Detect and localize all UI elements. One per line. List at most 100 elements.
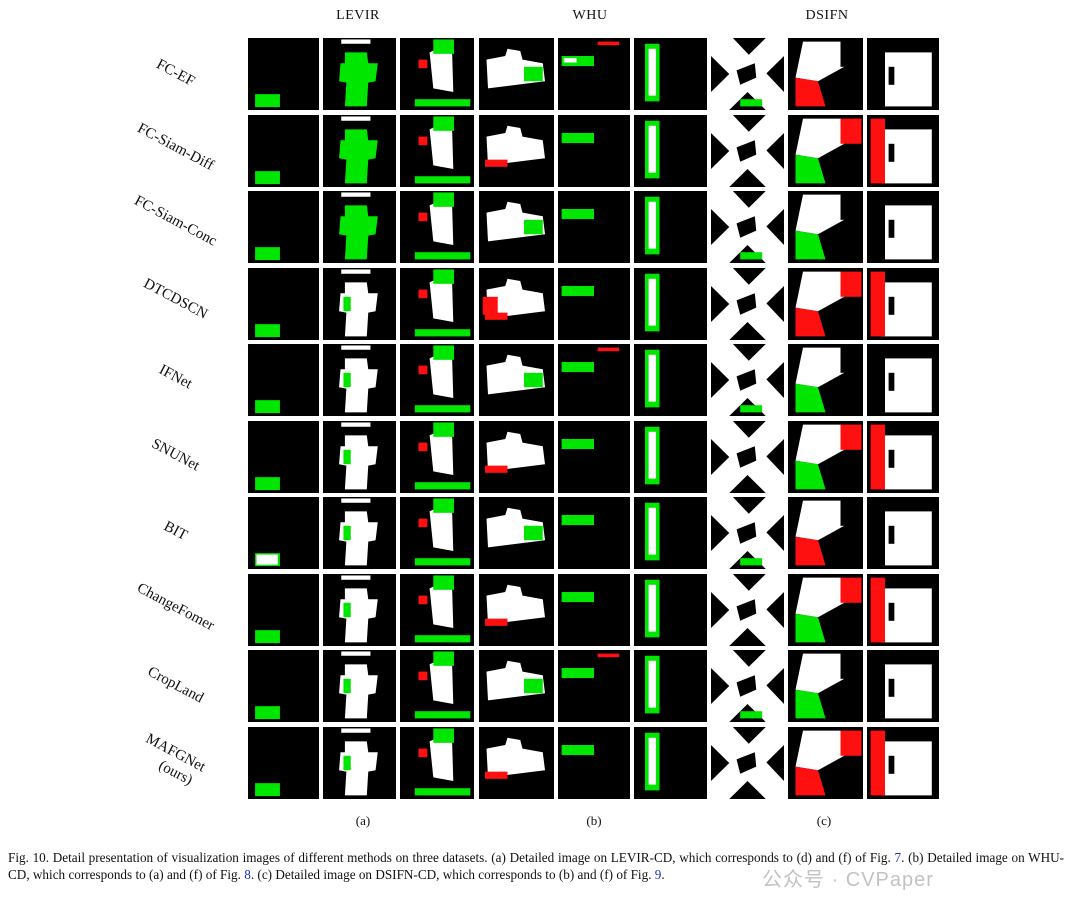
tile-svg xyxy=(485,584,545,626)
result-tile xyxy=(558,727,630,799)
result-tile xyxy=(479,344,554,416)
tile-svg xyxy=(795,347,862,413)
result-tile xyxy=(323,344,396,416)
result-tile xyxy=(634,727,707,799)
row-label-bit: BIT xyxy=(161,518,190,544)
result-tile xyxy=(400,650,474,722)
result-tile xyxy=(323,115,396,187)
result-tile xyxy=(323,727,396,799)
result-tile xyxy=(248,421,319,493)
tile-svg xyxy=(486,660,545,701)
result-tile xyxy=(788,727,863,799)
row-label-fc-ef: FC-EF xyxy=(153,56,198,90)
row-label-fc-siam-diff: FC-Siam-Diff xyxy=(134,120,217,174)
result-tile xyxy=(867,497,939,569)
tile-svg xyxy=(711,268,784,340)
tile-svg xyxy=(644,196,660,255)
tile-svg xyxy=(255,706,280,720)
result-tile xyxy=(867,115,939,187)
tile-svg xyxy=(711,115,784,187)
result-tile xyxy=(867,421,939,493)
result-tile xyxy=(248,115,319,187)
row-label-fc-siam-conc: FC-Siam-Conc xyxy=(131,192,220,250)
result-tile xyxy=(867,344,939,416)
tile-svg xyxy=(795,41,862,107)
tile-svg xyxy=(414,116,471,184)
result-tile xyxy=(479,191,554,263)
column-header-levir: LEVIR xyxy=(336,8,380,23)
tile-svg xyxy=(870,730,932,796)
result-tile xyxy=(323,38,396,110)
tile-svg xyxy=(414,498,471,566)
tile-svg xyxy=(485,737,545,779)
tile-svg xyxy=(795,194,862,260)
result-tile xyxy=(867,191,939,263)
result-tile xyxy=(479,650,554,722)
result-tile xyxy=(711,191,784,263)
tile-svg xyxy=(339,345,378,413)
result-tile xyxy=(558,191,630,263)
tile-svg xyxy=(414,728,471,796)
sub-caption-a: (a) xyxy=(355,813,371,828)
result-tile xyxy=(248,344,319,416)
result-tile xyxy=(711,38,784,110)
tile-svg xyxy=(644,655,660,714)
tile-svg xyxy=(486,507,545,548)
caption-ref-fig9[interactable]: 9 xyxy=(654,867,662,882)
tile-svg xyxy=(795,424,862,490)
tile-svg xyxy=(711,38,784,110)
result-tile xyxy=(711,421,784,493)
tile-svg xyxy=(255,553,280,567)
result-tile xyxy=(558,268,630,340)
result-tile xyxy=(788,268,863,340)
row-label-ifnet: IFNet xyxy=(156,361,195,393)
tile-svg xyxy=(561,271,620,297)
tile-svg xyxy=(644,120,660,179)
tile-svg xyxy=(486,201,545,242)
tile-svg xyxy=(795,271,862,337)
tile-svg xyxy=(711,497,784,569)
tile-svg xyxy=(644,349,660,408)
caption-text-2: . (b) Detailed image on WHU-CD, which co… xyxy=(8,850,1065,882)
tile-svg xyxy=(870,41,932,107)
tile-svg xyxy=(255,94,280,108)
result-tile xyxy=(323,268,396,340)
result-tile xyxy=(248,191,319,263)
tile-svg xyxy=(339,651,378,719)
caption-ref-fig8[interactable]: 8 xyxy=(244,867,251,882)
result-tile xyxy=(479,727,554,799)
tile-svg xyxy=(561,194,620,220)
caption-text-3: . (c) Detailed image on DSIFN-CD, which … xyxy=(250,867,655,882)
row-label-changefomer: ChangeFomer xyxy=(134,580,217,635)
tile-svg xyxy=(414,575,471,643)
tile-svg xyxy=(644,273,660,332)
tile-svg xyxy=(255,247,280,261)
tile-svg xyxy=(414,269,471,337)
tile-svg xyxy=(711,574,784,646)
tile-svg xyxy=(711,727,784,799)
tile-svg xyxy=(339,422,378,490)
tile-svg xyxy=(255,630,280,644)
result-tile xyxy=(248,497,319,569)
caption-ref-fig7[interactable]: 7 xyxy=(894,850,902,865)
tile-svg xyxy=(561,41,620,67)
result-tile xyxy=(788,344,863,416)
tile-svg xyxy=(339,116,378,184)
column-header-dsifn: DSIFN xyxy=(805,8,849,23)
tile-svg xyxy=(414,422,471,490)
tile-svg xyxy=(485,431,545,473)
result-tile xyxy=(479,497,554,569)
tile-svg xyxy=(644,43,660,102)
result-tile xyxy=(788,115,863,187)
tile-svg xyxy=(255,783,280,797)
result-tile xyxy=(400,344,474,416)
tile-svg xyxy=(414,192,471,260)
result-tile xyxy=(558,650,630,722)
result-tile xyxy=(558,344,630,416)
tile-svg xyxy=(644,732,660,791)
tile-svg xyxy=(561,653,620,679)
tile-svg xyxy=(414,39,471,107)
result-tile xyxy=(634,497,707,569)
result-tile xyxy=(558,421,630,493)
result-tile xyxy=(248,727,319,799)
